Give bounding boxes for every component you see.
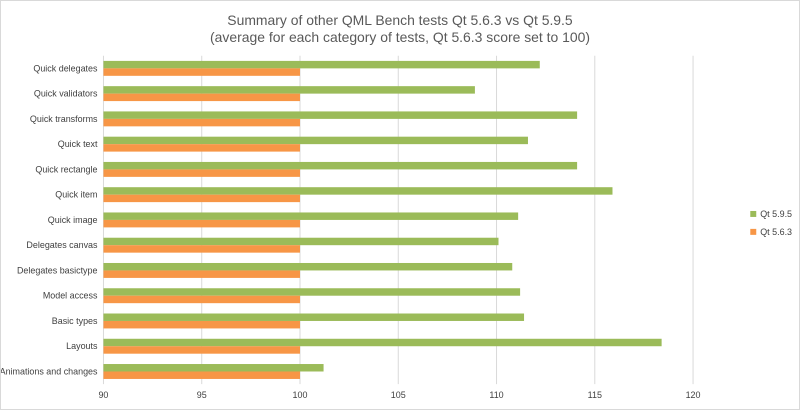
category-label: Quick text [58, 139, 98, 149]
bar-qt563 [103, 118, 300, 127]
bars [103, 60, 662, 379]
bar-qt595 [103, 86, 475, 94]
x-tick-label: 90 [98, 390, 108, 400]
category-label: Quick rectangle [35, 164, 97, 174]
category-label: Delegates basictype [17, 265, 98, 275]
x-tick-label: 110 [489, 390, 503, 400]
category-label: Quick validators [34, 89, 98, 99]
category-label: Layouts [66, 341, 98, 351]
bar-qt595 [103, 60, 540, 69]
bar-qt563 [103, 270, 300, 278]
chart-subtitle: (average for each category of tests, Qt … [210, 29, 590, 45]
bar-qt563 [103, 194, 300, 203]
category-label: Basic types [52, 316, 98, 326]
category-label: Delegates canvas [26, 240, 98, 250]
bar-qt595 [103, 364, 324, 372]
category-labels: Quick delegates Quick validators Quick tra… [0, 63, 98, 376]
bar-qt595 [103, 237, 499, 246]
category-label: Quick transforms [30, 114, 98, 124]
x-tick-label: 100 [293, 390, 308, 400]
bar-qt595 [103, 288, 521, 296]
x-tick-label: 120 [686, 390, 701, 400]
bar-qt563 [103, 371, 300, 379]
bar-qt563 [103, 346, 300, 354]
category-label: Quick item [55, 190, 97, 200]
bar-qt595 [103, 262, 513, 271]
bar-qt595 [103, 212, 519, 220]
bar-qt595 [103, 338, 662, 347]
legend-swatch [750, 228, 757, 235]
bar-qt563 [103, 245, 300, 253]
legend: Qt 5.9.5 Qt 5.6.3 [750, 209, 792, 237]
bar-qt563 [103, 320, 300, 329]
x-tick-label: 115 [588, 390, 602, 400]
legend-label: Qt 5.6.3 [760, 227, 792, 237]
category-label: Animations and changes [0, 366, 98, 376]
bar-qt563 [103, 169, 300, 177]
category-label: Model access [43, 291, 98, 301]
bar-qt563 [103, 93, 300, 102]
category-label: Quick image [48, 215, 98, 225]
bar-qt563 [103, 219, 300, 228]
bar-qt595 [103, 187, 613, 195]
category-label: Quick delegates [33, 63, 98, 73]
legend-label: Qt 5.9.5 [760, 209, 792, 219]
bar-qt595 [103, 111, 578, 119]
bar-qt563 [103, 68, 300, 76]
x-tick-label: 95 [197, 390, 207, 400]
bar-qt595 [103, 161, 578, 170]
tick-labels: 90 95 100 105 110 115 120 [98, 390, 700, 400]
bar-qt563 [103, 295, 300, 304]
bar-qt563 [103, 144, 300, 152]
bar-qt595 [103, 313, 525, 321]
legend-swatch [750, 210, 757, 217]
x-tick-label: 105 [391, 390, 406, 400]
bar-qt595 [103, 136, 528, 145]
chart-title: Summary of other QML Bench tests Qt 5.6.… [227, 12, 573, 28]
